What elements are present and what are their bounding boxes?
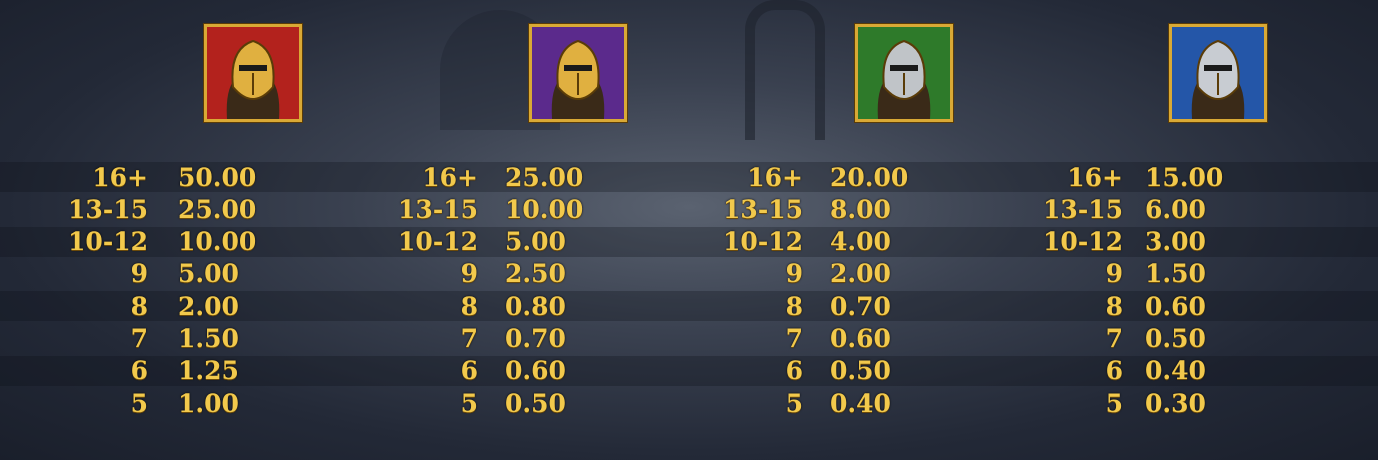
pay-value: 10.00	[505, 195, 584, 224]
row-band	[0, 227, 1378, 257]
pay-count: 10-12	[1043, 227, 1123, 256]
pay-count: 7	[130, 324, 148, 353]
pay-value: 0.30	[1145, 389, 1206, 418]
pay-count: 16+	[422, 163, 478, 192]
pay-count: 7	[460, 324, 478, 353]
pay-count: 8	[1105, 292, 1123, 321]
pay-value: 0.60	[830, 324, 891, 353]
pay-value: 2.00	[830, 259, 891, 288]
pay-value: 20.00	[830, 163, 909, 192]
pay-value: 0.70	[505, 324, 566, 353]
pay-count: 13-15	[723, 195, 803, 224]
pay-value: 2.50	[505, 259, 566, 288]
pay-count: 13-15	[68, 195, 148, 224]
pay-count: 10-12	[68, 227, 148, 256]
purple-knight-symbol-icon	[529, 24, 627, 122]
pay-value: 0.40	[830, 389, 891, 418]
pay-value: 0.60	[505, 356, 566, 385]
pay-count: 8	[460, 292, 478, 321]
pay-count: 6	[130, 356, 148, 385]
pay-count: 8	[130, 292, 148, 321]
pay-count: 7	[1105, 324, 1123, 353]
pay-value: 25.00	[178, 195, 257, 224]
pay-count: 9	[785, 259, 803, 288]
pay-count: 6	[1105, 356, 1123, 385]
pay-value: 3.00	[1145, 227, 1206, 256]
pay-count: 13-15	[1043, 195, 1123, 224]
pay-value: 2.00	[178, 292, 239, 321]
pay-count: 7	[785, 324, 803, 353]
blue-knight-symbol-icon	[1169, 24, 1267, 122]
pay-value: 0.70	[830, 292, 891, 321]
pay-value: 15.00	[1145, 163, 1224, 192]
pay-value: 0.40	[1145, 356, 1206, 385]
pay-value: 1.00	[178, 389, 239, 418]
pay-value: 0.50	[830, 356, 891, 385]
pay-count: 5	[785, 389, 803, 418]
row-band	[0, 162, 1378, 192]
pay-value: 6.00	[1145, 195, 1206, 224]
pay-value: 4.00	[830, 227, 891, 256]
pay-value: 5.00	[178, 259, 239, 288]
pay-value: 0.50	[1145, 324, 1206, 353]
pay-count: 9	[130, 259, 148, 288]
pay-value: 5.00	[505, 227, 566, 256]
pay-count: 5	[1105, 389, 1123, 418]
pay-count: 6	[785, 356, 803, 385]
pay-value: 50.00	[178, 163, 257, 192]
pay-count: 8	[785, 292, 803, 321]
pay-value: 0.50	[505, 389, 566, 418]
green-knight-symbol-icon	[855, 24, 953, 122]
pay-value: 8.00	[830, 195, 891, 224]
pay-count: 10-12	[398, 227, 478, 256]
background-arch	[745, 0, 825, 140]
pay-count: 9	[460, 259, 478, 288]
pay-count: 16+	[92, 163, 148, 192]
pay-value: 1.25	[178, 356, 239, 385]
pay-count: 6	[460, 356, 478, 385]
pay-count: 9	[1105, 259, 1123, 288]
row-band	[0, 291, 1378, 321]
pay-count: 10-12	[723, 227, 803, 256]
pay-value: 10.00	[178, 227, 257, 256]
pay-count: 16+	[747, 163, 803, 192]
pay-value: 1.50	[178, 324, 239, 353]
pay-count: 5	[460, 389, 478, 418]
pay-value: 0.80	[505, 292, 566, 321]
pay-count: 5	[130, 389, 148, 418]
row-band	[0, 356, 1378, 386]
pay-value: 1.50	[1145, 259, 1206, 288]
pay-count: 16+	[1067, 163, 1123, 192]
pay-count: 13-15	[398, 195, 478, 224]
red-knight-symbol-icon	[204, 24, 302, 122]
pay-value: 0.60	[1145, 292, 1206, 321]
pay-value: 25.00	[505, 163, 584, 192]
